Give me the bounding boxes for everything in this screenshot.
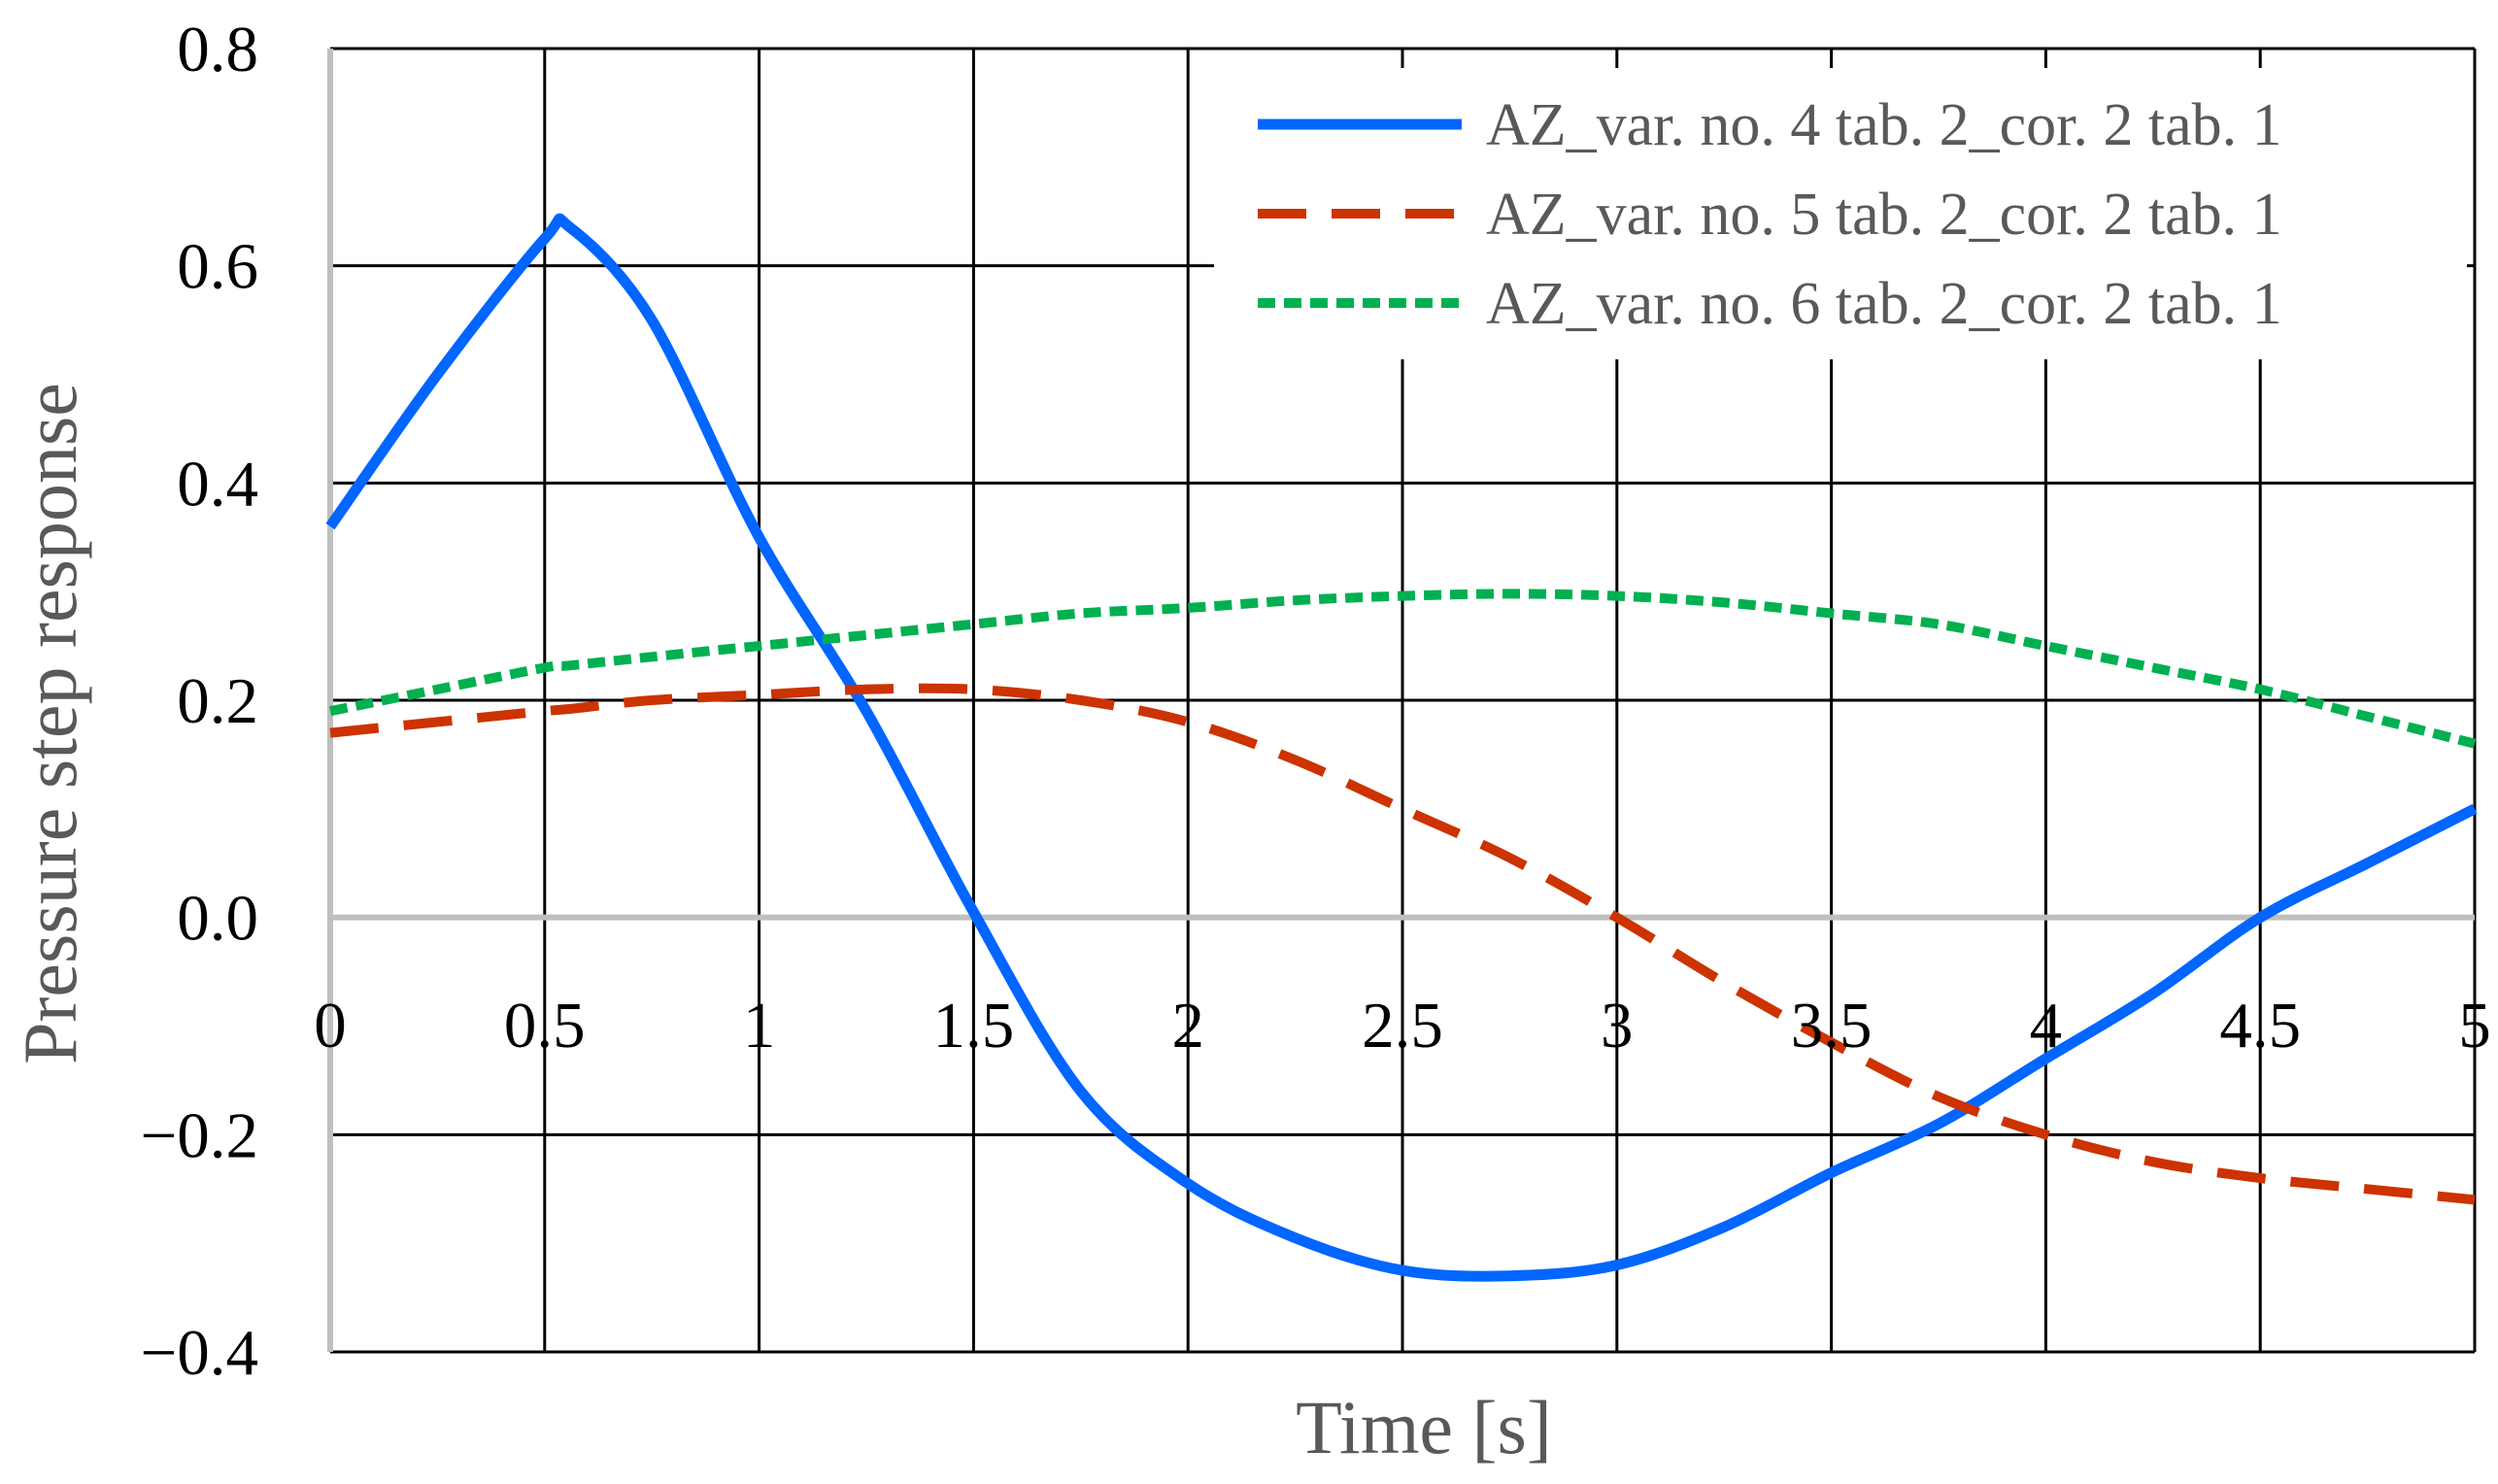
- x-tick-labels: 0 0.5 1 1.5 2 2.5 3 3.5 4 4.5 5: [314, 990, 2491, 1062]
- y-tick-label: 0.0: [177, 883, 258, 955]
- y-tick-labels: −0.4 −0.2 0.0 0.2 0.4 0.6 0.8: [140, 14, 258, 1389]
- legend: AZ_var. no. 4 tab. 2_cor. 2 tab. 1 AZ_var…: [1214, 68, 2467, 359]
- y-axis-title: Pressure step response: [8, 383, 92, 1064]
- axes: [327, 49, 2475, 1352]
- x-tick-label: 2.5: [1362, 990, 1443, 1062]
- x-tick-label: 5: [2458, 990, 2491, 1062]
- y-tick-label: 0.6: [177, 231, 258, 303]
- y-tick-label: 0.8: [177, 14, 258, 85]
- legend-label-2: AZ_var. no. 5 tab. 2_cor. 2 tab. 1: [1486, 182, 2282, 248]
- y-tick-label: 0.4: [177, 448, 258, 520]
- x-tick-label: 4: [2030, 990, 2063, 1062]
- x-tick-label: 3: [1601, 990, 1634, 1062]
- x-tick-label: 0.5: [504, 990, 586, 1062]
- x-tick-label: 0: [314, 990, 347, 1062]
- x-axis-title: Time [s]: [1296, 1385, 1552, 1469]
- series-lines: [325, 213, 2478, 1282]
- legend-label-3: AZ_var. no. 6 tab. 2_cor. 2 tab. 1: [1486, 271, 2282, 337]
- x-tick-label: 2: [1171, 990, 1204, 1062]
- x-tick-label: 1: [743, 990, 776, 1062]
- x-tick-label: 4.5: [2219, 990, 2301, 1062]
- legend-label-1: AZ_var. no. 4 tab. 2_cor. 2 tab. 1: [1486, 92, 2282, 158]
- series-line-2: [329, 683, 2476, 1205]
- series-line-1: [325, 213, 2478, 1282]
- y-tick-label: −0.4: [140, 1317, 258, 1389]
- x-tick-label: 3.5: [1791, 990, 1873, 1062]
- y-tick-label: 0.2: [177, 665, 258, 737]
- series-line-3: [329, 589, 2477, 749]
- x-tick-label: 1.5: [933, 990, 1015, 1062]
- y-tick-label: −0.2: [140, 1099, 258, 1171]
